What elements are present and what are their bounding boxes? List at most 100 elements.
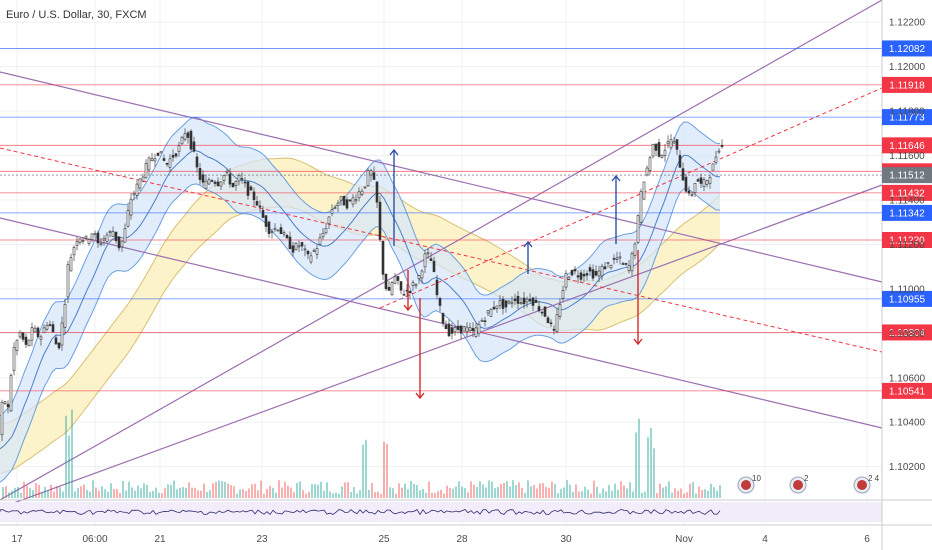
volume-bar [413, 483, 415, 498]
candle-body [471, 328, 475, 331]
volume-bar [29, 488, 31, 498]
volume-bar [512, 480, 514, 498]
volume-bar [140, 488, 142, 498]
candle-body [624, 263, 628, 265]
price-level-label: 1.11512 [889, 171, 925, 182]
price-level-badge [882, 167, 932, 184]
candle-body [615, 257, 619, 260]
volume-bar [110, 483, 112, 498]
volume-bar [74, 491, 76, 498]
volume-bar [503, 482, 505, 498]
volume-bar [146, 484, 148, 498]
candle-body [417, 275, 421, 280]
volume-bar [248, 488, 250, 498]
volume-bar [692, 482, 694, 498]
candle-body [111, 231, 115, 237]
candle-body [507, 300, 511, 304]
candle-body [252, 191, 256, 201]
volume-bar [506, 481, 508, 498]
volume-bar [236, 493, 238, 498]
volume-bar [26, 485, 28, 498]
volume-bar [431, 492, 433, 498]
volume-bar [527, 480, 529, 498]
candle-body [720, 144, 724, 147]
candle-body [234, 181, 238, 186]
price-level-badge [882, 382, 932, 399]
candle-body [321, 232, 325, 238]
volume-bar [599, 493, 601, 498]
candle-body [414, 284, 418, 287]
volume-bar [305, 493, 307, 498]
volume-bar [209, 490, 211, 498]
y-tick-label: 1.11200 [889, 240, 925, 251]
volume-bar [17, 486, 19, 498]
candle-body [342, 196, 346, 206]
volume-bar [92, 480, 94, 498]
volume-bar [632, 491, 634, 498]
volume-bar [458, 481, 460, 498]
candle-body [66, 264, 70, 298]
candle-body [12, 347, 16, 371]
volume-bar [602, 488, 604, 498]
volume-bar [53, 491, 55, 498]
candle-body [576, 275, 580, 278]
candle-body [591, 269, 595, 279]
volume-bar [707, 490, 709, 498]
volume-bar [23, 481, 25, 498]
volume-bar [629, 482, 631, 498]
candle-body [354, 199, 358, 202]
candle-body [642, 181, 646, 200]
volume-bar [659, 483, 661, 498]
volume-bar [104, 489, 106, 498]
volume-bar [263, 493, 265, 498]
volume-bar [215, 481, 217, 498]
candle-body [216, 181, 220, 187]
price-level-badge [882, 40, 932, 57]
candle-body [246, 181, 250, 196]
candle-body [249, 186, 253, 191]
candle-body [264, 215, 268, 227]
candle-body [294, 242, 298, 250]
candle-body [558, 304, 562, 317]
candle-body [666, 141, 670, 145]
volume-bar [230, 485, 232, 498]
volume-bar [497, 487, 499, 498]
volume-bar [290, 487, 292, 498]
candle-body [366, 170, 370, 187]
volume-bar [620, 481, 622, 498]
volume-bar [80, 486, 82, 498]
volume-bar [95, 487, 97, 498]
candle-body [99, 243, 103, 246]
candle-body [588, 267, 592, 272]
candle-body [255, 201, 259, 206]
volume-bar [281, 487, 283, 498]
candle-body [708, 177, 712, 184]
y-tick-label: 1.12000 [889, 62, 926, 73]
candle-body [573, 269, 577, 272]
trend-line [0, 217, 883, 429]
volume-bar [278, 480, 280, 498]
volume-bar [398, 483, 400, 498]
price-level-badge [882, 109, 932, 126]
volume-bar [179, 487, 181, 498]
candle-body [420, 270, 424, 279]
y-tick-label: 1.10400 [889, 418, 926, 429]
volume-bar [596, 486, 598, 498]
candle-body [87, 239, 91, 245]
volume-bar [245, 490, 247, 498]
volume-bar [155, 487, 157, 498]
candle-body [687, 190, 691, 194]
candle-body [363, 186, 367, 189]
candle-body [636, 215, 640, 243]
candle-body [267, 221, 271, 234]
volume-bar [608, 484, 610, 498]
volume-bar [221, 481, 223, 498]
candle-body [210, 180, 214, 182]
volume-bar [362, 444, 364, 498]
candle-body [693, 183, 697, 193]
candle-body [525, 298, 529, 303]
candle-body [6, 403, 10, 408]
candle-body [183, 133, 187, 140]
volume-bar [422, 488, 424, 498]
